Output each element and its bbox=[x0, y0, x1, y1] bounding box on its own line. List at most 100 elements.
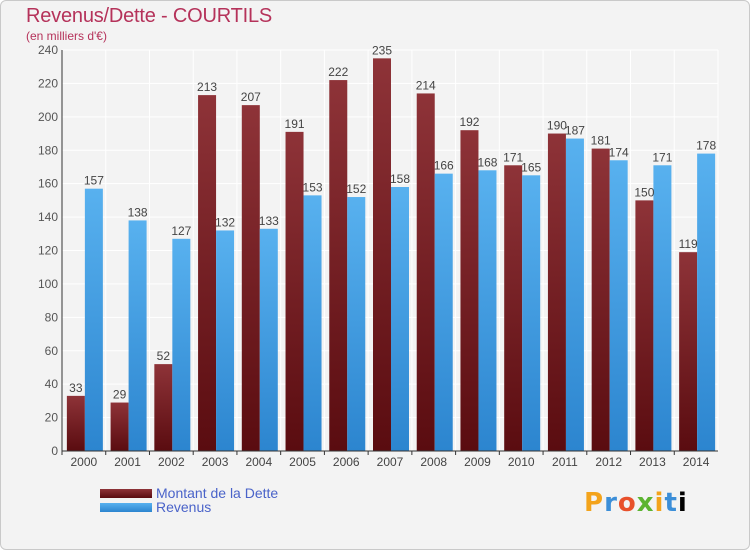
proxiti-logo: Proxiti bbox=[584, 488, 688, 518]
y-tick-label: 0 bbox=[51, 444, 58, 458]
x-tick-label: 2012 bbox=[595, 455, 622, 469]
x-tick-label: 2005 bbox=[289, 455, 316, 469]
x-tick-label: 2003 bbox=[202, 455, 229, 469]
data-label-revenus: 187 bbox=[565, 124, 585, 138]
data-label-revenus: 174 bbox=[609, 145, 629, 159]
y-tick-label: 80 bbox=[45, 310, 59, 324]
y-tick-label: 160 bbox=[38, 177, 58, 191]
data-label-revenus: 127 bbox=[171, 224, 191, 238]
x-tick-label: 2013 bbox=[639, 455, 666, 469]
data-label-debt: 150 bbox=[634, 185, 654, 199]
bar-revenus bbox=[216, 230, 235, 451]
bar-debt bbox=[285, 131, 304, 451]
y-tick-label: 200 bbox=[38, 110, 58, 124]
data-label-debt: 222 bbox=[328, 65, 348, 79]
data-label-debt: 52 bbox=[157, 349, 171, 363]
logo-letter: o bbox=[617, 488, 637, 518]
data-label-revenus: 157 bbox=[84, 174, 104, 188]
y-tick-label: 100 bbox=[38, 277, 58, 291]
data-label-revenus: 158 bbox=[390, 172, 410, 186]
y-tick-label: 180 bbox=[38, 143, 58, 157]
y-tick-label: 60 bbox=[45, 344, 59, 358]
data-label-debt: 235 bbox=[372, 43, 392, 57]
bar-debt bbox=[416, 93, 435, 452]
x-tick-label: 2007 bbox=[377, 455, 404, 469]
logo-letter: x bbox=[636, 488, 655, 518]
data-label-revenus: 152 bbox=[346, 182, 366, 196]
x-tick-label: 2014 bbox=[683, 455, 710, 469]
bar-debt bbox=[679, 252, 698, 451]
y-tick-label: 240 bbox=[38, 43, 58, 57]
bar-debt bbox=[547, 133, 566, 451]
logo-letter: t bbox=[664, 488, 678, 518]
x-tick-label: 2006 bbox=[333, 455, 360, 469]
data-label-debt: 214 bbox=[416, 78, 436, 92]
bar-revenus bbox=[259, 228, 278, 451]
bar-debt bbox=[198, 95, 217, 452]
bar-revenus bbox=[391, 187, 409, 451]
logo-letter: i bbox=[677, 488, 688, 518]
data-label-revenus: 178 bbox=[696, 139, 716, 153]
data-label-debt: 171 bbox=[503, 150, 523, 164]
data-label-debt: 181 bbox=[591, 134, 611, 148]
data-label-debt: 29 bbox=[113, 388, 127, 402]
legend-swatch-debt bbox=[100, 489, 152, 498]
data-label-revenus: 165 bbox=[521, 160, 541, 174]
x-tick-label: 2004 bbox=[245, 455, 272, 469]
bar-debt bbox=[591, 148, 610, 451]
logo-letter: r bbox=[604, 488, 618, 518]
bar-debt bbox=[66, 395, 85, 451]
x-tick-label: 2008 bbox=[420, 455, 447, 469]
data-label-revenus: 138 bbox=[128, 205, 148, 219]
bar-revenus bbox=[84, 188, 103, 451]
y-tick-label: 40 bbox=[45, 377, 59, 391]
data-label-debt: 192 bbox=[459, 115, 479, 129]
data-label-revenus: 133 bbox=[259, 214, 279, 228]
y-tick-label: 140 bbox=[38, 210, 58, 224]
data-label-revenus: 171 bbox=[652, 150, 672, 164]
bar-revenus bbox=[172, 238, 191, 451]
data-label-debt: 119 bbox=[679, 237, 698, 251]
data-label-debt: 190 bbox=[547, 119, 567, 133]
bar-revenus bbox=[522, 175, 541, 451]
data-label-debt: 207 bbox=[241, 90, 261, 104]
bar-debt bbox=[504, 165, 523, 451]
data-label-revenus: 132 bbox=[215, 215, 235, 229]
logo-letter: i bbox=[654, 488, 665, 518]
legend-label-revenus: Revenus bbox=[156, 499, 212, 515]
bar-debt bbox=[329, 80, 348, 451]
x-tick-label: 2011 bbox=[552, 455, 578, 469]
data-label-revenus: 166 bbox=[434, 159, 454, 173]
bar-revenus bbox=[128, 220, 147, 451]
y-tick-label: 120 bbox=[38, 244, 58, 258]
x-tick-label: 2000 bbox=[71, 455, 98, 469]
chart-subtitle: (en milliers d'€) bbox=[26, 29, 107, 43]
legend-swatch-revenus bbox=[100, 503, 152, 512]
bar-revenus bbox=[697, 153, 716, 451]
y-tick-label: 220 bbox=[38, 76, 58, 90]
data-label-revenus: 168 bbox=[477, 155, 497, 169]
legend-label-debt: Montant de la Dette bbox=[156, 485, 279, 501]
bar-revenus bbox=[653, 165, 672, 451]
x-tick-label: 2009 bbox=[464, 455, 491, 469]
data-label-debt: 191 bbox=[285, 117, 305, 131]
bar-debt bbox=[460, 130, 479, 451]
x-tick-label: 2010 bbox=[508, 455, 535, 469]
bar-revenus bbox=[609, 160, 628, 451]
data-label-debt: 33 bbox=[69, 381, 83, 395]
bar-debt bbox=[154, 364, 173, 451]
bar-revenus bbox=[434, 173, 453, 451]
bar-revenus bbox=[303, 195, 322, 451]
chart-title: Revenus/Dette - COURTILS bbox=[26, 5, 273, 27]
bar-debt bbox=[241, 105, 260, 451]
bar-debt bbox=[373, 58, 391, 452]
bar-revenus bbox=[565, 138, 584, 451]
bar-debt bbox=[110, 402, 129, 451]
bar-debt bbox=[635, 200, 654, 451]
bar-revenus bbox=[347, 197, 366, 451]
x-tick-label: 2002 bbox=[158, 455, 185, 469]
data-label-revenus: 153 bbox=[303, 180, 323, 194]
logo-letter: P bbox=[584, 488, 605, 518]
x-tick-label: 2001 bbox=[114, 455, 141, 469]
